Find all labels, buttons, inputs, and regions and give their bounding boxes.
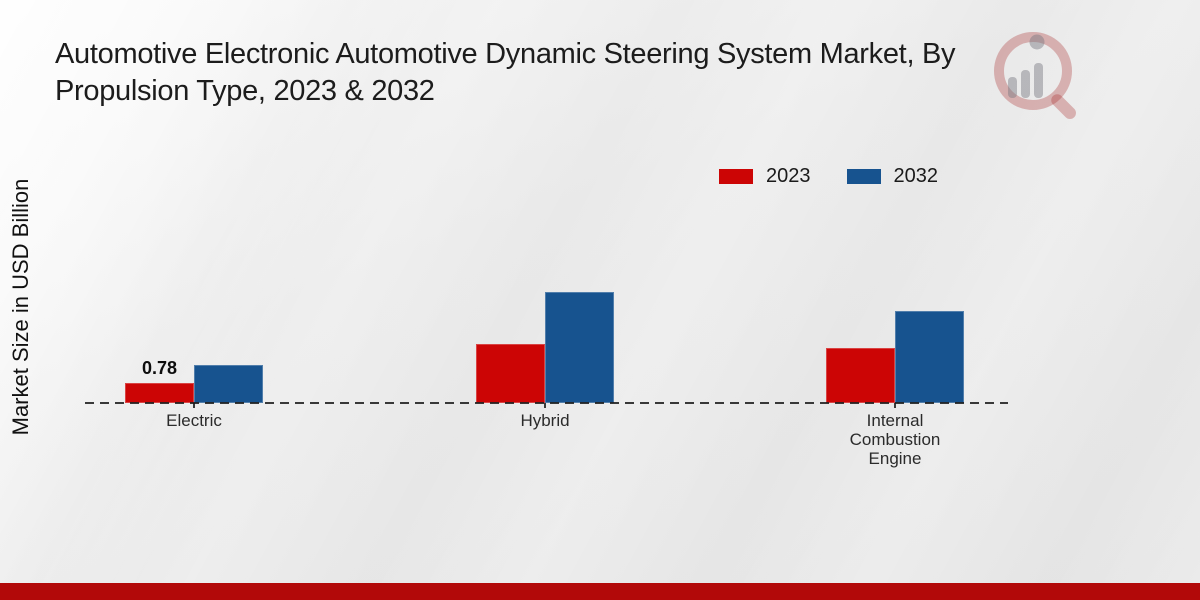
x-axis-baseline <box>85 402 1008 404</box>
magnifier-bar-chart-logo-icon <box>994 32 1076 119</box>
bar-2032-electric <box>194 365 263 403</box>
legend-item-2023: 2023 <box>719 165 811 188</box>
category-label-electric: Electric <box>166 411 222 430</box>
x-axis-tick <box>544 403 546 408</box>
legend-swatch-2023 <box>719 169 753 184</box>
bar-2032-internal-combustion-engine <box>895 311 964 403</box>
chart-title: Automotive Electronic Automotive Dynamic… <box>55 36 1085 110</box>
bar-2023-electric <box>125 383 194 403</box>
legend-label-2032: 2032 <box>893 165 939 187</box>
data-label-2023-electric: 0.78 <box>141 358 178 378</box>
bar-2023-hybrid <box>476 344 545 403</box>
x-axis-tick <box>193 403 195 408</box>
chart-title-line1: Automotive Electronic Automotive Dynamic… <box>55 38 956 70</box>
bar-2032-hybrid <box>545 292 614 403</box>
legend: 2023 2032 <box>719 165 938 188</box>
legend-item-2032: 2032 <box>846 165 939 188</box>
bar-2023-internal-combustion-engine <box>826 348 895 403</box>
category-label-internal-combustion-engine: Internal Combustion Engine <box>849 411 941 468</box>
category-label-hybrid: Hybrid <box>520 411 570 430</box>
legend-swatch-2032 <box>846 169 881 184</box>
footer-accent-bar <box>0 583 1200 600</box>
y-axis-label: Market Size in USD Billion <box>8 178 33 436</box>
chart-title-line2: Propulsion Type, 2023 & 2032 <box>55 75 435 107</box>
legend-label-2023: 2023 <box>766 165 811 187</box>
x-axis-tick <box>894 403 896 408</box>
